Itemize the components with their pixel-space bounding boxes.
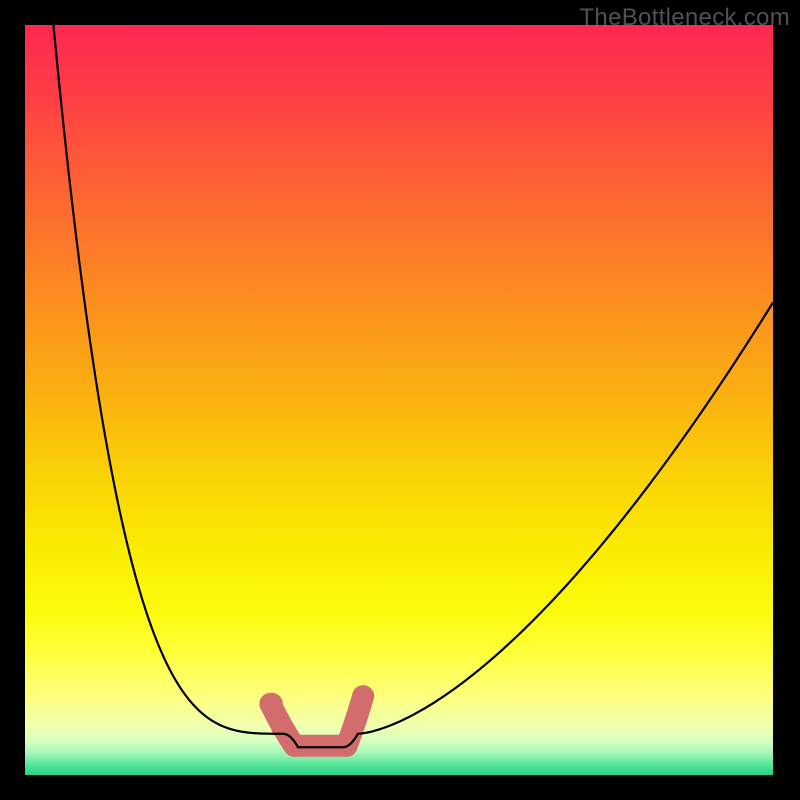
valley-highlight-dot — [261, 693, 283, 715]
watermark-text: TheBottleneck.com — [579, 4, 790, 32]
gradient-background — [25, 25, 773, 775]
chart-frame: TheBottleneck.com — [0, 0, 800, 800]
plot-area — [25, 25, 773, 775]
chart-svg — [25, 25, 773, 775]
valley-highlight-dot — [352, 685, 374, 707]
